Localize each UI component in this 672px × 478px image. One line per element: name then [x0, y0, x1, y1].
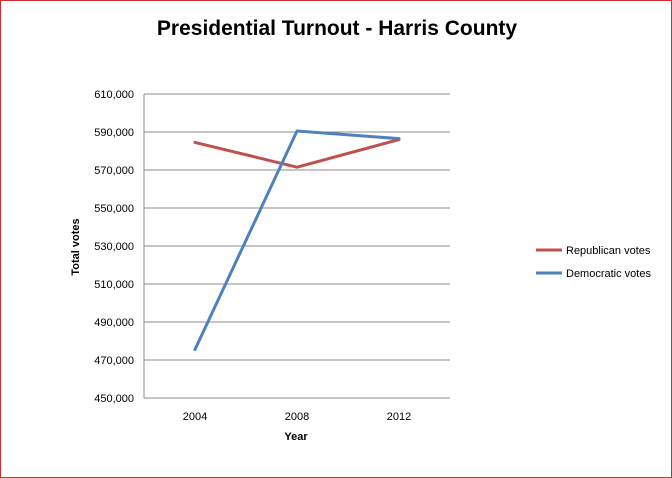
x-tick-label: 2004: [183, 411, 207, 423]
y-tick-labels: 450,000 470,000 490,000 510,000 530,000 550,0…: [94, 89, 134, 405]
x-axis-title: Year: [284, 431, 308, 443]
y-tick-label: 510,000: [94, 279, 134, 291]
x-tick-label: 2008: [285, 411, 309, 423]
y-axis-title: Total votes: [70, 218, 82, 275]
y-tick-label: 570,000: [94, 165, 134, 177]
series-line: [193, 129, 401, 352]
legend-label: Republican votes: [566, 245, 651, 257]
gridlines: [143, 93, 450, 399]
series-lines: [193, 129, 401, 352]
y-tick-label: 530,000: [94, 241, 134, 253]
y-tick-label: 490,000: [94, 317, 134, 329]
chart-title: Presidential Turnout - Harris County: [157, 17, 517, 40]
x-tick-label: 2012: [387, 411, 411, 423]
y-tick-label: 550,000: [94, 203, 134, 215]
y-tick-label: 610,000: [94, 89, 134, 101]
legend-label: Democratic votes: [566, 268, 651, 280]
legend: Republican votes Democratic votes: [536, 245, 651, 280]
series-line: [193, 138, 401, 169]
y-tick-label: 450,000: [94, 393, 134, 405]
y-tick-label: 590,000: [94, 127, 134, 139]
y-tick-label: 470,000: [94, 355, 134, 367]
x-tick-labels: 2004 2008 2012: [183, 411, 411, 423]
